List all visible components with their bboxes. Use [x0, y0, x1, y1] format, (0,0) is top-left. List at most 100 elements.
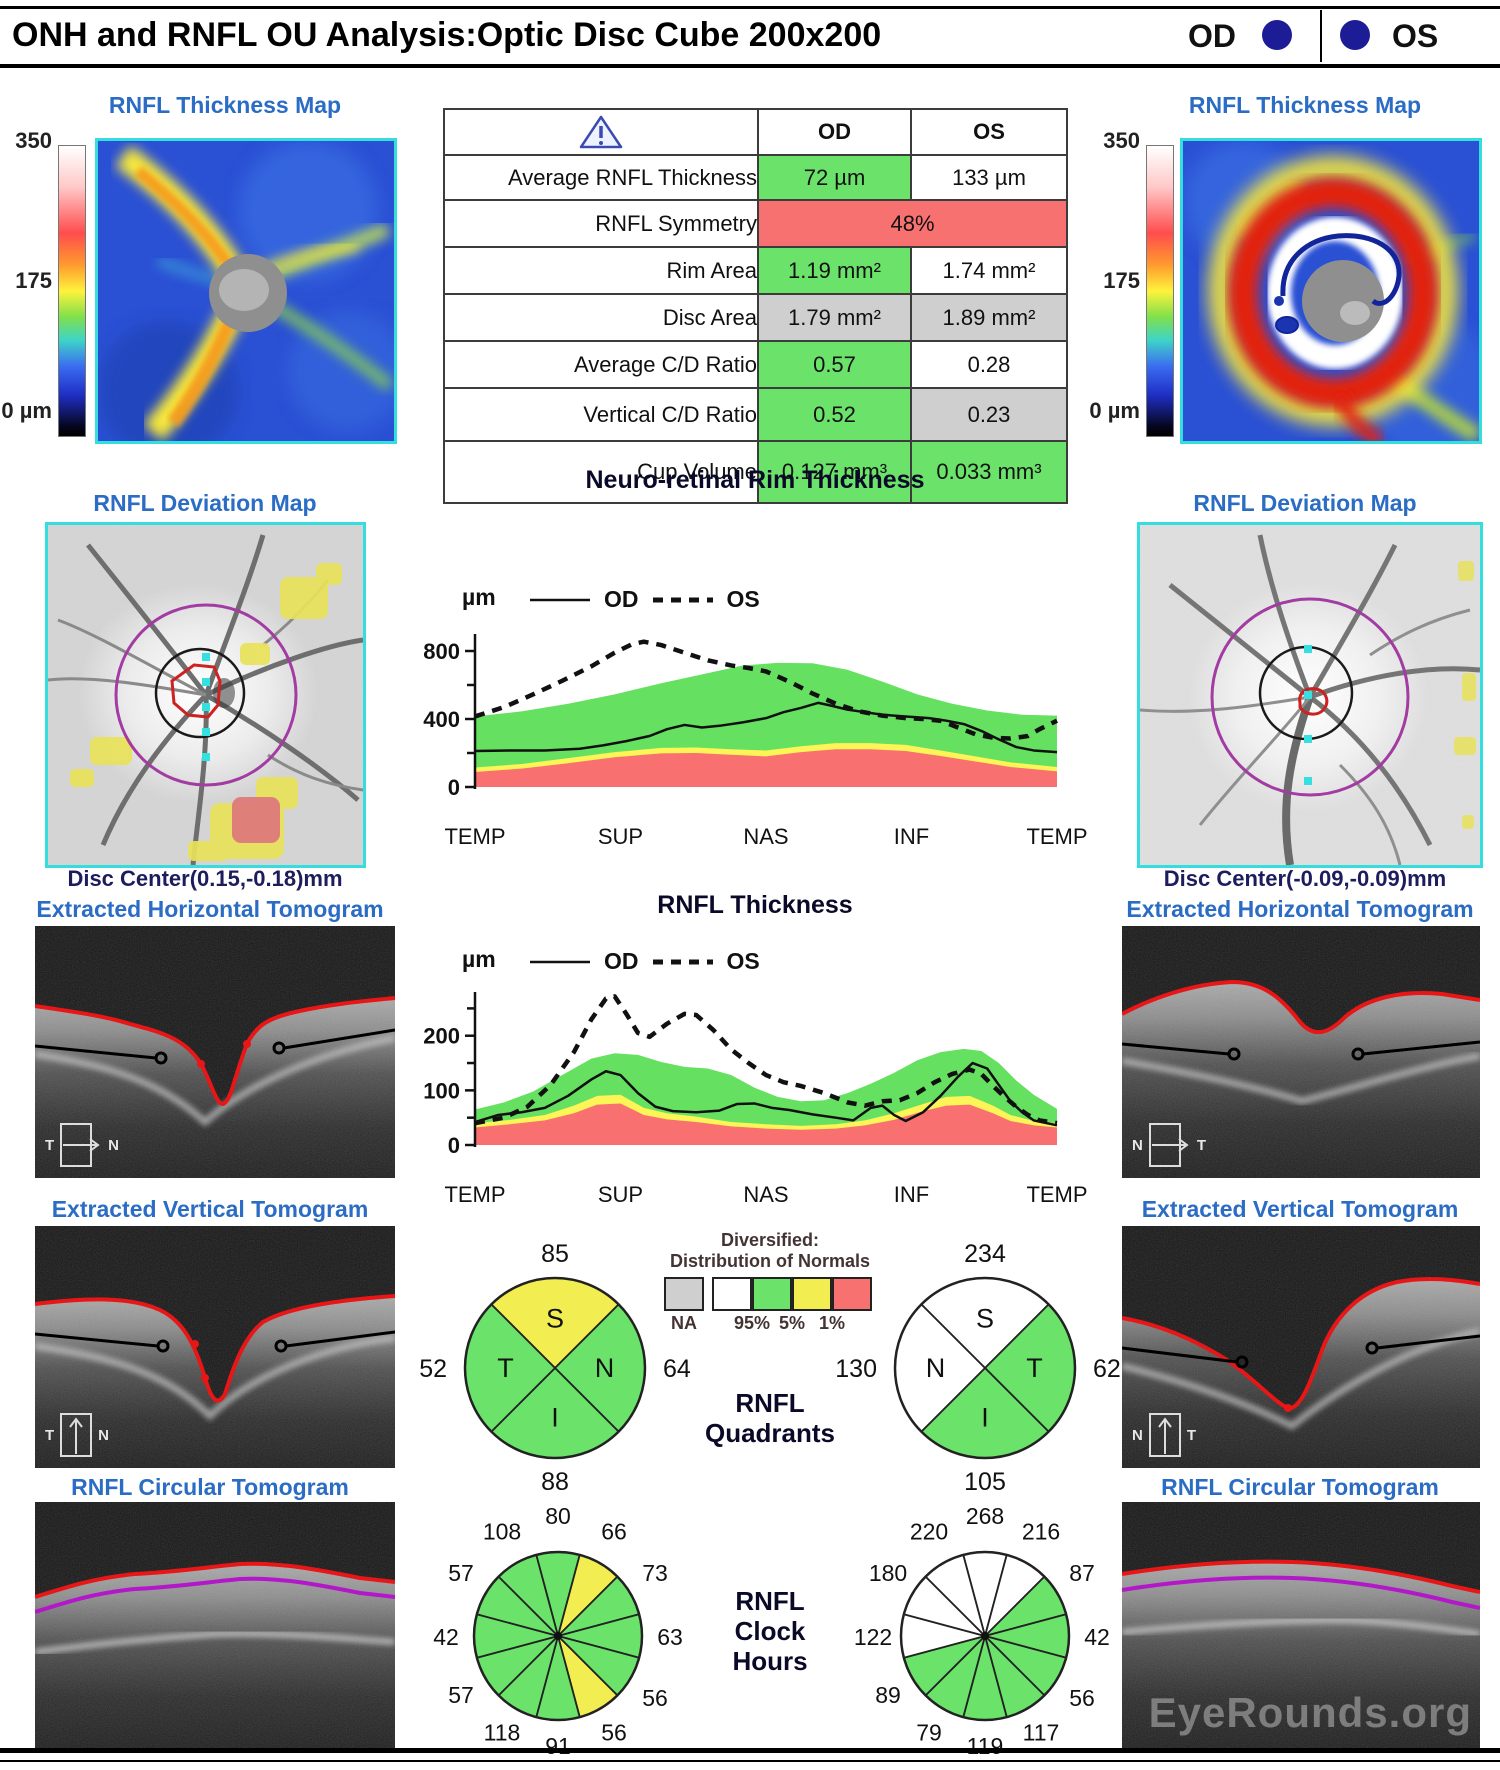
od-scale-175: 175 [15, 268, 52, 293]
svg-text:56: 56 [642, 1685, 668, 1711]
od-thickness-colorbar [58, 145, 86, 437]
col-header-os: OS [910, 108, 1068, 156]
col-header-od: OD [757, 108, 912, 156]
svg-text:I: I [981, 1403, 989, 1433]
os-horizontal-tomogram: N T [1122, 926, 1480, 1178]
od-vertical-tomogram-title: Extracted Vertical Tomogram [51, 1196, 369, 1222]
os-indicator-icon [1340, 20, 1370, 50]
od-value: 72 µm [757, 154, 912, 201]
svg-text:I: I [551, 1403, 559, 1433]
p5-label: 5% [778, 1313, 806, 1333]
table-row: Disc Area 1.79 mm² 1.89 mm² [443, 293, 1068, 342]
svg-text:S: S [976, 1304, 994, 1334]
row-label: Disc Area [443, 293, 759, 342]
row-label: Cup Volume [443, 440, 759, 504]
os-value: 0.033 mm³ [910, 440, 1068, 504]
table-row: RNFL Symmetry 48% [443, 199, 1068, 248]
od-circular-tomogram-title: RNFL Circular Tomogram [71, 1474, 349, 1500]
rnfl-chart-title: RNFL Thickness [657, 891, 853, 919]
svg-text:200: 200 [423, 1024, 460, 1049]
legend-title-1: Diversified: [720, 1230, 820, 1250]
os-vertical-orientation-icon: N T [1132, 1412, 1196, 1458]
svg-text:52: 52 [419, 1355, 447, 1383]
od-deviation-map [45, 522, 366, 868]
svg-text:73: 73 [642, 1560, 668, 1586]
svg-text:234: 234 [964, 1240, 1006, 1268]
symmetry-value: 48% [757, 199, 1068, 248]
svg-text:SUP: SUP [598, 1182, 643, 1207]
p1-colorbox [792, 1277, 832, 1311]
warning-icon [579, 115, 623, 149]
legend-os-label: OS [726, 948, 760, 974]
rnfl-thickness-chart: 0 100 200 TEMP SUP NAS INF TEMP [423, 992, 1088, 1207]
od-rnfl-quadrants-pie: S 85 N 64 I 88 T 52 [419, 1240, 691, 1496]
row-label: RNFL Symmetry [443, 199, 759, 248]
svg-text:42: 42 [433, 1624, 459, 1650]
svg-text:NAS: NAS [743, 824, 788, 849]
os-vertical-tomogram: N T [1122, 1226, 1480, 1468]
os-thickness-map [1180, 138, 1482, 444]
os-value: 0.28 [910, 340, 1068, 389]
os-value: 0.23 [910, 387, 1068, 442]
svg-text:42: 42 [1084, 1624, 1110, 1650]
orient-letter-right: N [108, 1136, 120, 1154]
rim-chart-legend: OD OS [528, 586, 760, 613]
top-border-line [0, 6, 1500, 9]
od-value: 0.57 [757, 340, 912, 389]
solid-line-sample [530, 598, 590, 601]
svg-text:62: 62 [1093, 1355, 1121, 1383]
bottom-border-thin [0, 1760, 1500, 1762]
os-vertical-tomogram-title: Extracted Vertical Tomogram [1141, 1196, 1459, 1222]
od-horizontal-orientation-icon: T N [45, 1122, 119, 1168]
os-value: 1.89 mm² [910, 293, 1068, 342]
svg-text:800: 800 [423, 639, 460, 664]
orient-letter-left: T [45, 1426, 55, 1444]
od-thickness-map [95, 138, 397, 444]
svg-text:80: 80 [545, 1503, 571, 1529]
rim-ylabel: µm [462, 584, 496, 610]
os-circular-tomogram: EyeRounds.org [1122, 1502, 1480, 1749]
svg-text:100: 100 [423, 1078, 460, 1103]
os-circular-tomogram-title: RNFL Circular Tomogram [1161, 1474, 1439, 1500]
rnfl-ylabel: µm [462, 946, 496, 972]
table-row: Rim Area 1.19 mm² 1.74 mm² [443, 246, 1068, 295]
svg-text:57: 57 [448, 1560, 474, 1586]
svg-text:INF: INF [894, 824, 929, 849]
os-scale-175: 175 [1103, 268, 1140, 293]
row-label: Vertical C/D Ratio [443, 387, 759, 442]
legend-color-boxes [640, 1277, 900, 1313]
legend-title-2: Distribution of Normals [669, 1251, 870, 1271]
os-horizontal-orientation-icon: N T [1132, 1122, 1206, 1168]
orient-letter-left: N [1132, 1426, 1143, 1444]
svg-text:105: 105 [964, 1468, 1006, 1496]
header-od-label: OD [1188, 18, 1236, 54]
svg-text:64: 64 [663, 1355, 691, 1383]
p95-colorbox [712, 1277, 752, 1311]
p5-colorbox [752, 1277, 792, 1311]
svg-text:N: N [595, 1353, 615, 1383]
svg-text:85: 85 [541, 1240, 569, 1268]
orient-letter-left: N [1132, 1136, 1143, 1154]
warning-cell [443, 108, 759, 156]
p0-colorbox [832, 1277, 872, 1311]
page-title: ONH and RNFL OU Analysis:Optic Disc Cube… [12, 16, 882, 54]
legend-percent-labels: NA 95% 5% 1% [640, 1313, 900, 1335]
svg-text:TEMP: TEMP [1026, 1182, 1087, 1207]
svg-text:180: 180 [869, 1560, 907, 1586]
svg-text:TEMP: TEMP [444, 1182, 505, 1207]
od-disc-center-label: Disc Center(0.15,-0.18)mm [67, 866, 343, 891]
svg-text:117: 117 [1023, 1719, 1060, 1745]
od-vertical-orientation-icon: T N [45, 1412, 109, 1458]
svg-text:89: 89 [875, 1682, 901, 1708]
svg-text:87: 87 [1069, 1560, 1095, 1586]
os-thickness-colorbar [1146, 145, 1174, 437]
od-value: 1.19 mm² [757, 246, 912, 295]
svg-text:0: 0 [448, 1133, 460, 1158]
od-scale-350: 350 [15, 128, 52, 153]
legend-od-label: OD [604, 586, 639, 612]
summary-table: OD OS Average RNFL Thickness 72 µm 133 µ… [443, 108, 1068, 504]
svg-text:SUP: SUP [598, 824, 643, 849]
svg-text:268: 268 [966, 1503, 1004, 1529]
svg-text:130: 130 [835, 1355, 877, 1383]
os-deviation-map-title: RNFL Deviation Map [1193, 490, 1417, 516]
